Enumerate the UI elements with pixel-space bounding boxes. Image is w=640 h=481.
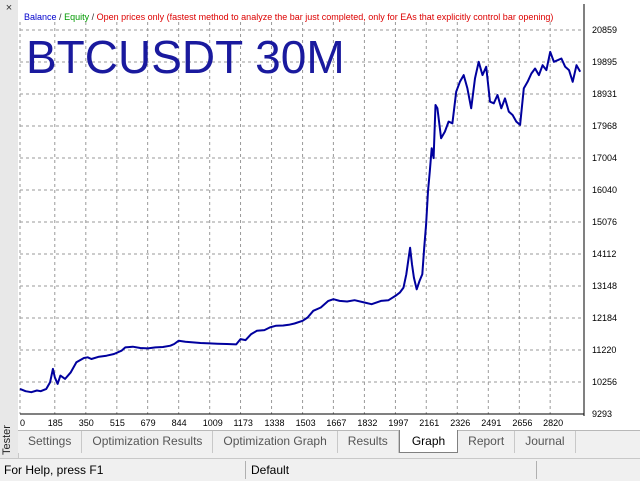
tab-results[interactable]: Results xyxy=(338,431,399,453)
x-tick-label: 1667 xyxy=(326,418,346,428)
x-tick-label: 2326 xyxy=(450,418,470,428)
chart-legend: Balance / Equity / Open prices only (fas… xyxy=(24,12,554,22)
x-tick-label: 2491 xyxy=(481,418,501,428)
y-tick-label: 19895 xyxy=(592,57,617,67)
legend-description: Open prices only (fastest method to anal… xyxy=(96,12,554,22)
x-tick-label: 0 xyxy=(20,418,25,428)
tab-report[interactable]: Report xyxy=(458,431,516,453)
balance-chart: 9293 10256 11220 12184 13148 14112 15076 16040 1… xyxy=(19,4,617,428)
x-tick-label: 1338 xyxy=(265,418,285,428)
tab-optimization-results[interactable]: Optimization Results xyxy=(82,431,214,453)
status-divider xyxy=(536,461,537,479)
graph-panel: 9293 10256 11220 12184 13148 14112 15076 16040 1… xyxy=(18,0,640,430)
x-tick-label: 2656 xyxy=(512,418,532,428)
legend-equity: Equity xyxy=(64,12,90,22)
y-tick-label: 12184 xyxy=(592,313,617,323)
x-tick-label: 1832 xyxy=(357,418,377,428)
y-tick-label: 16040 xyxy=(592,185,617,195)
y-tick-label: 18931 xyxy=(592,89,617,99)
close-icon[interactable]: × xyxy=(5,2,13,14)
y-tick-label: 17968 xyxy=(592,121,617,131)
x-tick-label: 350 xyxy=(79,418,94,428)
x-tick-label: 844 xyxy=(172,418,187,428)
status-divider xyxy=(245,461,246,479)
y-tick-label: 13148 xyxy=(592,281,617,291)
y-tick-label: 17004 xyxy=(592,153,617,163)
tab-graph[interactable]: Graph xyxy=(398,430,459,453)
x-tick-label: 1503 xyxy=(296,418,316,428)
y-tick-label: 9293 xyxy=(592,409,612,419)
tab-optimization-graph[interactable]: Optimization Graph xyxy=(213,431,338,453)
status-profile: Default xyxy=(251,463,290,477)
chart-title: BTCUSDT 30M xyxy=(26,31,345,83)
status-bar: For Help, press F1 Default xyxy=(0,458,640,481)
x-tick-label: 679 xyxy=(141,418,156,428)
y-tick-label: 14112 xyxy=(592,249,616,259)
y-tick-label: 11220 xyxy=(592,345,616,355)
x-tick-label: 1173 xyxy=(234,418,253,428)
x-tick-label: 2161 xyxy=(419,418,439,428)
balance-series-line xyxy=(19,50,582,394)
y-tick-label: 15076 xyxy=(592,217,617,227)
y-tick-label: 20859 xyxy=(592,25,617,35)
legend-balance: Balance xyxy=(24,12,57,22)
tester-tab-bar: Settings Optimization Results Optimizati… xyxy=(18,430,640,453)
tab-journal[interactable]: Journal xyxy=(515,431,576,453)
x-tick-label: 1997 xyxy=(388,418,408,428)
y-tick-label: 10256 xyxy=(592,377,617,387)
tester-panel-strip: × Tester xyxy=(0,0,19,458)
x-tick-label: 1009 xyxy=(203,418,223,428)
x-tick-label: 515 xyxy=(110,418,125,428)
tester-label: Tester xyxy=(1,425,13,455)
tab-settings[interactable]: Settings xyxy=(18,431,83,453)
x-tick-label: 2820 xyxy=(543,418,563,428)
status-help-text: For Help, press F1 xyxy=(4,463,104,477)
x-tick-label: 185 xyxy=(48,418,63,428)
